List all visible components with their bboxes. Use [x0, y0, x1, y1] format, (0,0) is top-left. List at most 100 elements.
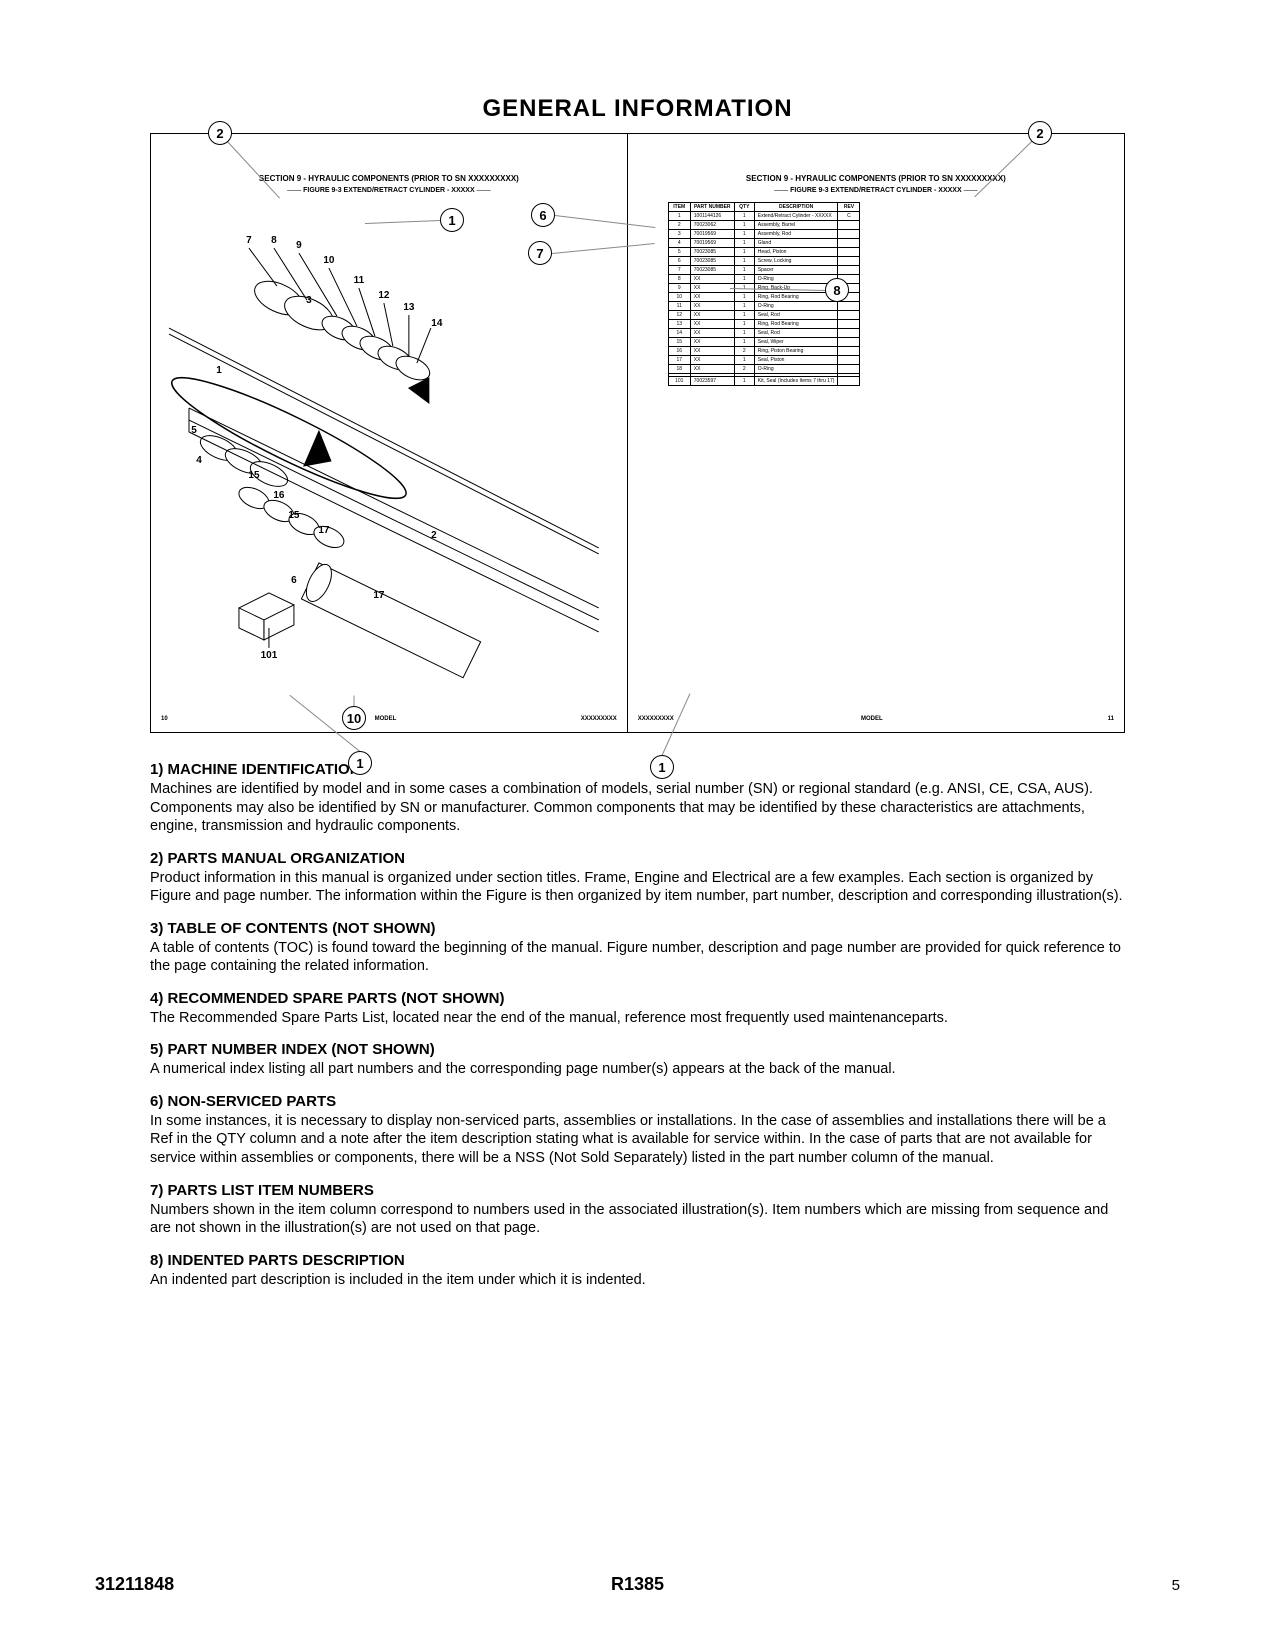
parts-table-cell [838, 266, 860, 275]
parts-table-cell [838, 338, 860, 347]
parts-table-header: PART NUMBER [690, 203, 734, 212]
parts-table-cell: O-Ring [754, 302, 838, 311]
svg-text:7: 7 [246, 235, 252, 246]
section-heading: 6) NON-SERVICED PARTS [150, 1093, 1125, 1110]
parts-table-cell: 5 [668, 248, 690, 257]
section-heading: 3) TABLE OF CONTENTS (NOT SHOWN) [150, 920, 1125, 937]
section-heading: 2) PARTS MANUAL ORGANIZATION [150, 850, 1125, 867]
parts-table-cell: 1 [734, 248, 754, 257]
parts-table-cell: 70019569 [690, 239, 734, 248]
cylinder-diagram-svg: 7 8 9 10 3 11 12 13 14 1 4 5 15 16 [159, 204, 619, 702]
figure-left-panel: SECTION 9 - HYRAULIC COMPONENTS (PRIOR T… [151, 134, 628, 732]
parts-table-cell: 1 [734, 311, 754, 320]
table-row: 6700230851Screw, Locking [668, 257, 860, 266]
parts-table-cell: 1 [734, 338, 754, 347]
section-block: 3) TABLE OF CONTENTS (NOT SHOWN) A table … [150, 920, 1125, 976]
parts-table-cell: XX [690, 329, 734, 338]
fig-left-section-header: SECTION 9 - HYRAULIC COMPONENTS (PRIOR T… [259, 174, 519, 183]
parts-table-cell: Ring, Rod Bearing [754, 320, 838, 329]
table-row: 7700230851Spacer [668, 266, 860, 275]
callout-bubble: 7 [528, 241, 552, 265]
fig-right-sub-header: FIGURE 9-3 EXTEND/RETRACT CYLINDER - XXX… [774, 187, 977, 194]
section-block: 4) RECOMMENDED SPARE PARTS (NOT SHOWN) Th… [150, 990, 1125, 1028]
parts-table-cell: 70023597 [690, 377, 734, 386]
parts-table-cell: 70023085 [690, 266, 734, 275]
svg-text:4: 4 [196, 455, 202, 466]
parts-table-cell [838, 239, 860, 248]
parts-table-cell: XX [690, 338, 734, 347]
parts-table-cell: XX [690, 356, 734, 365]
parts-table-cell [838, 230, 860, 239]
parts-table-cell [838, 302, 860, 311]
parts-table-cell: 3 [668, 230, 690, 239]
svg-text:8: 8 [271, 235, 277, 246]
parts-table-cell: 1 [734, 356, 754, 365]
parts-table-cell: XX [690, 284, 734, 293]
svg-text:101: 101 [261, 650, 278, 661]
parts-table-cell: Seal, Piston [754, 356, 838, 365]
svg-text:3: 3 [306, 295, 312, 306]
parts-table-cell: O-Ring [754, 365, 838, 374]
parts-table-cell: 17 [668, 356, 690, 365]
parts-table-header: REV [838, 203, 860, 212]
table-row: 17XX1Seal, Piston [668, 356, 860, 365]
parts-table-cell [838, 377, 860, 386]
parts-table-cell: 1 [734, 329, 754, 338]
svg-text:9: 9 [296, 240, 302, 251]
callout-bubble: 2 [1028, 121, 1052, 145]
parts-table-cell: Seal, Rod [754, 311, 838, 320]
parts-table-cell: 101 [668, 377, 690, 386]
parts-table-cell: Extend/Retract Cylinder - XXXXX [754, 212, 838, 221]
section-body: Machines are identified by model and in … [150, 780, 1125, 836]
svg-text:12: 12 [378, 290, 390, 301]
section-body: The Recommended Spare Parts List, locate… [150, 1009, 1125, 1028]
parts-table-cell: 10 [668, 293, 690, 302]
page-footer: 31211848 R1385 5 [95, 1574, 1180, 1595]
parts-table-cell: 12 [668, 311, 690, 320]
fig-right-footer-model: MODEL [861, 716, 883, 722]
parts-table-header: QTY [734, 203, 754, 212]
figure-wrapper: SECTION 9 - HYRAULIC COMPONENTS (PRIOR T… [150, 133, 1125, 733]
parts-table-cell: Kit, Seal (Includes Items 7 thru 17) [754, 377, 838, 386]
section-body: A table of contents (TOC) is found towar… [150, 939, 1125, 976]
parts-table-cell: 70023085 [690, 248, 734, 257]
parts-table-cell: 11 [668, 302, 690, 311]
parts-table-cell [838, 248, 860, 257]
parts-table-cell: 8 [668, 275, 690, 284]
svg-text:1: 1 [216, 365, 222, 376]
parts-table-cell: 1 [734, 302, 754, 311]
parts-table-cell: 14 [668, 329, 690, 338]
parts-table-cell: O-Ring [754, 275, 838, 284]
parts-table-cell: Spacer [754, 266, 838, 275]
fig-left-footer-model: MODEL [375, 716, 397, 722]
parts-table-cell: 7 [668, 266, 690, 275]
callout-bubble: 1 [650, 755, 674, 779]
section-heading: 8) INDENTED PARTS DESCRIPTION [150, 1252, 1125, 1269]
fig-right-footer-rev: XXXXXXXXX [638, 716, 674, 722]
parts-table-cell: XX [690, 302, 734, 311]
footer-right: 5 [1172, 1577, 1180, 1594]
figure-right-panel: SECTION 9 - HYRAULIC COMPONENTS (PRIOR T… [628, 134, 1124, 732]
parts-table-cell: Seal, Rod [754, 329, 838, 338]
figure-box: SECTION 9 - HYRAULIC COMPONENTS (PRIOR T… [150, 133, 1125, 733]
table-row: 110011441261Extend/Retract Cylinder - XX… [668, 212, 860, 221]
footer-center: R1385 [611, 1574, 664, 1595]
parts-table-cell: 2 [734, 347, 754, 356]
fig-left-footer-rev: XXXXXXXXX [581, 716, 617, 722]
svg-text:2: 2 [431, 530, 437, 541]
parts-table-cell: 1 [734, 257, 754, 266]
section-body: In some instances, it is necessary to di… [150, 1112, 1125, 1168]
section-heading: 5) PART NUMBER INDEX (NOT SHOWN) [150, 1041, 1125, 1058]
table-row: 11XX1O-Ring [668, 302, 860, 311]
callout-bubble: 6 [531, 203, 555, 227]
section-block: 2) PARTS MANUAL ORGANIZATIONProduct info… [150, 850, 1125, 906]
parts-table-cell: 1 [734, 239, 754, 248]
callout-bubble: 1 [348, 751, 372, 775]
parts-table-cell: 1 [734, 230, 754, 239]
callout-bubble: 8 [825, 278, 849, 302]
section-heading: 4) RECOMMENDED SPARE PARTS (NOT SHOWN) [150, 990, 1125, 1007]
section-block: 6) NON-SERVICED PARTS In some instances, … [150, 1093, 1125, 1168]
parts-table-cell [838, 365, 860, 374]
parts-table-cell: 1 [668, 212, 690, 221]
svg-text:5: 5 [191, 425, 197, 436]
